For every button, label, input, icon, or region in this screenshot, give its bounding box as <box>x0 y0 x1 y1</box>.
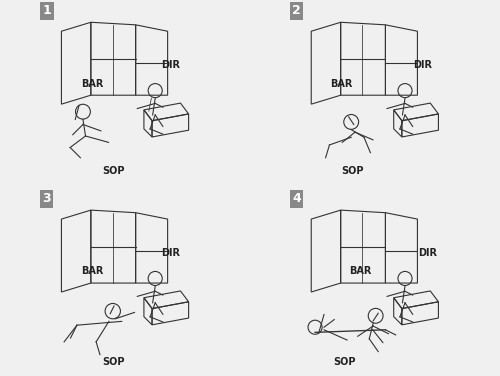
Text: BAR: BAR <box>81 267 103 276</box>
Text: DIR: DIR <box>161 248 180 258</box>
Text: 2: 2 <box>292 4 301 17</box>
Text: SOP: SOP <box>341 166 363 176</box>
Text: DIR: DIR <box>418 248 437 258</box>
Text: DIR: DIR <box>414 61 432 70</box>
Text: 1: 1 <box>42 4 51 17</box>
Text: SOP: SOP <box>102 357 124 367</box>
Text: DIR: DIR <box>161 61 180 70</box>
Text: BAR: BAR <box>81 79 103 88</box>
Text: BAR: BAR <box>330 79 353 88</box>
Text: SOP: SOP <box>334 357 356 367</box>
Text: 4: 4 <box>292 192 301 205</box>
Text: 3: 3 <box>42 192 51 205</box>
Text: BAR: BAR <box>348 267 371 276</box>
Text: SOP: SOP <box>102 166 124 176</box>
